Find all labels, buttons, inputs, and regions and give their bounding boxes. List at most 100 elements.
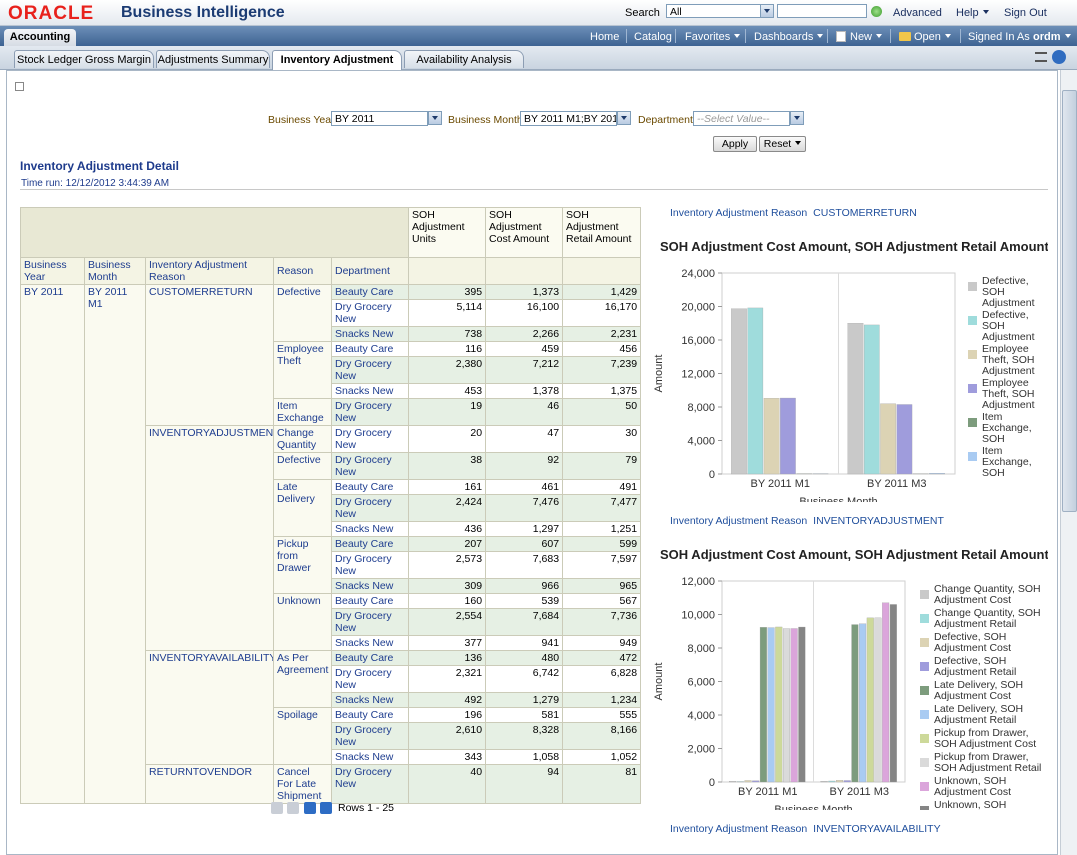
bar xyxy=(737,781,744,782)
first-page-icon[interactable] xyxy=(271,802,283,814)
department-cell: Beauty Care xyxy=(332,594,409,609)
adjustment-reason-cell: INVENTORYADJUSTMENT xyxy=(146,426,274,651)
collapse-icon[interactable] xyxy=(15,82,24,91)
measure-cell: 453 xyxy=(409,384,486,399)
apply-button[interactable]: Apply xyxy=(713,136,757,152)
row-count: Rows 1 - 25 xyxy=(338,802,394,814)
dropdown-arrow[interactable] xyxy=(428,111,442,125)
app-tab[interactable]: Accounting xyxy=(4,29,76,46)
dashboard-tab-active[interactable]: Inventory Adjustment xyxy=(272,50,402,70)
help-icon[interactable] xyxy=(1052,50,1066,64)
measure-cell: 7,597 xyxy=(563,552,641,579)
measure-cell: 7,477 xyxy=(563,495,641,522)
bar xyxy=(875,618,882,782)
last-page-icon[interactable] xyxy=(320,802,332,814)
measure-cell: 5,114 xyxy=(409,300,486,327)
bar xyxy=(768,628,775,782)
dashboard-tab[interactable]: Availability Analysis xyxy=(404,50,524,68)
measure-cell: 7,476 xyxy=(486,495,563,522)
measure-cell: 1,058 xyxy=(486,750,563,765)
next-page-icon[interactable] xyxy=(304,802,316,814)
bar xyxy=(775,627,782,782)
measure-cell: 47 xyxy=(486,426,563,453)
reason-cell: Employee Theft xyxy=(274,342,332,399)
measure-cell: 7,684 xyxy=(486,609,563,636)
measure-cell: 2,380 xyxy=(409,357,486,384)
bar xyxy=(783,629,790,782)
panel-label: Inventory Adjustment Reason xyxy=(670,207,807,219)
measure-cell: 20 xyxy=(409,426,486,453)
x-axis-title: Business Month xyxy=(774,804,852,810)
measure-cell: 2,321 xyxy=(409,666,486,693)
measure-cell: 136 xyxy=(409,651,486,666)
measure-cell: 1,297 xyxy=(486,522,563,537)
measure-cell: 46 xyxy=(486,399,563,426)
user-menu[interactable]: ordm xyxy=(1033,31,1071,43)
adjustment-reason-cell: RETURNTOVENDOR xyxy=(146,765,274,804)
previous-page-icon[interactable] xyxy=(287,802,299,814)
legend-swatch xyxy=(968,282,977,291)
measure-cell: 16,100 xyxy=(486,300,563,327)
reason-cell: Item Exchange xyxy=(274,399,332,426)
advanced-link[interactable]: Advanced xyxy=(893,7,942,19)
department-cell: Dry Grocery New xyxy=(332,666,409,693)
department-cell: Dry Grocery New xyxy=(332,495,409,522)
new-menu[interactable]: New xyxy=(850,31,882,43)
catalog-link[interactable]: Catalog xyxy=(634,31,672,43)
department-cell: Beauty Care xyxy=(332,537,409,552)
search-label: Search xyxy=(625,7,660,19)
scroll-thumb[interactable] xyxy=(1062,90,1077,512)
search-scope[interactable]: All xyxy=(666,4,774,18)
measure-cell: 7,212 xyxy=(486,357,563,384)
blank-header xyxy=(409,258,486,285)
prompt-select[interactable]: --Select Value-- xyxy=(693,111,790,126)
department-cell: Dry Grocery New xyxy=(332,723,409,750)
department-cell: Snacks New xyxy=(332,579,409,594)
time-run: Time run: 12/12/2012 3:44:39 AM xyxy=(21,178,169,189)
measure-cell: 2,554 xyxy=(409,609,486,636)
measure-header: SOH Adjustment Cost Amount xyxy=(486,208,563,258)
open-menu[interactable]: Open xyxy=(914,31,951,43)
column-header: Inventory Adjustment Reason xyxy=(146,258,274,285)
dashboard-tab[interactable]: Adjustments Summary xyxy=(156,50,270,68)
dashboard-tab[interactable]: Stock Ledger Gross Margin xyxy=(14,50,154,68)
chart-container: SOH Adjustment Cost Amount, SOH Adjustme… xyxy=(650,236,1048,502)
panel-label: Inventory Adjustment Reason xyxy=(670,515,807,527)
dropdown-arrow[interactable] xyxy=(790,111,804,125)
legend-label: Late Delivery, SOH Adjustment Cost Amoun… xyxy=(934,680,1048,702)
y-tick-label: 24,000 xyxy=(681,268,715,280)
measure-cell: 738 xyxy=(409,327,486,342)
measure-cell: 2,573 xyxy=(409,552,486,579)
legend-swatch xyxy=(968,316,977,325)
page-options-icon[interactable] xyxy=(1035,52,1047,62)
chart-container: SOH Adjustment Cost Amount, SOH Adjustme… xyxy=(650,544,1048,810)
bar xyxy=(760,627,767,782)
department-cell: Dry Grocery New xyxy=(332,300,409,327)
y-tick-label: 20,000 xyxy=(681,302,715,314)
panel-value: CUSTOMERRETURN xyxy=(813,207,917,219)
panel-heading: Inventory Adjustment Reason CUSTOMERRETUR… xyxy=(670,207,923,219)
bar xyxy=(752,781,759,782)
dashboards-menu[interactable]: Dashboards xyxy=(754,31,823,43)
prompt-label: Business Month xyxy=(448,114,523,126)
prompt-select[interactable]: BY 2011 M1;BY 2011 xyxy=(520,111,617,126)
separator xyxy=(827,29,828,43)
reset-button[interactable]: Reset xyxy=(759,136,806,152)
search-input[interactable] xyxy=(777,4,867,18)
favorites-menu[interactable]: Favorites xyxy=(685,31,740,43)
home-link[interactable]: Home xyxy=(590,31,619,43)
search-go[interactable] xyxy=(871,6,882,17)
dropdown-arrow[interactable] xyxy=(760,4,774,18)
measure-cell: 7,239 xyxy=(563,357,641,384)
legend-swatch xyxy=(968,418,977,427)
bar xyxy=(848,323,863,474)
prompt-select[interactable]: BY 2011 xyxy=(331,111,428,126)
measure-cell: 1,373 xyxy=(486,285,563,300)
dropdown-arrow[interactable] xyxy=(617,111,631,125)
separator xyxy=(890,29,891,43)
sign-out-link[interactable]: Sign Out xyxy=(1004,7,1047,19)
help-menu[interactable]: Help xyxy=(956,7,989,19)
separator xyxy=(675,29,676,43)
adjustment-reason-cell: CUSTOMERRETURN xyxy=(146,285,274,426)
